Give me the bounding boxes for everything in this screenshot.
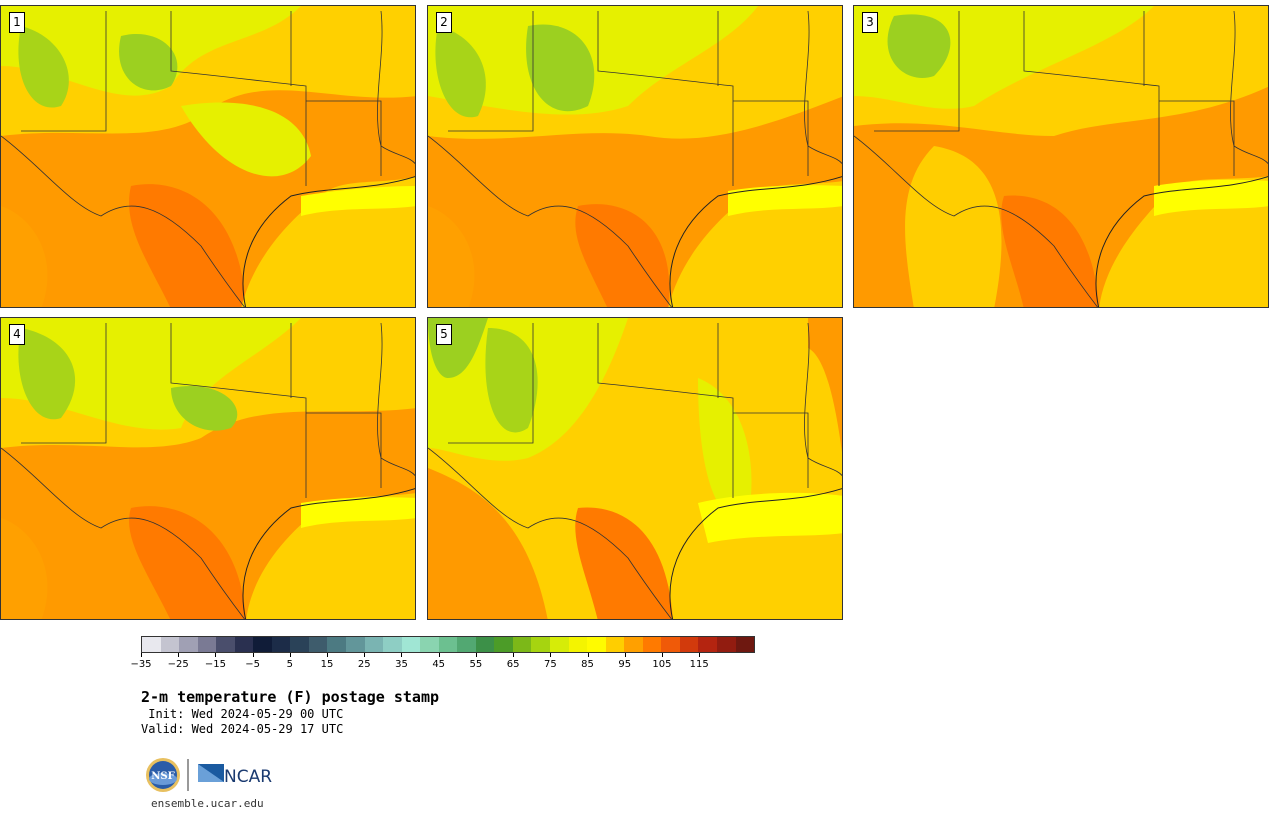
colorbar-segment	[550, 637, 569, 652]
colorbar-segment	[679, 637, 699, 652]
init-time: Init: Wed 2024-05-29 00 UTC	[141, 707, 344, 721]
colorbar-segment	[512, 637, 532, 652]
colorbar-segment	[735, 637, 755, 652]
colorbar-segment	[605, 637, 625, 652]
colorbar-tick-label: 85	[581, 659, 594, 670]
temperature-map-3	[854, 6, 1268, 307]
map-panel-4: 4	[0, 317, 416, 620]
colorbar-segment	[716, 637, 736, 652]
colorbar-tick	[475, 653, 477, 657]
colorbar-tick-label: 15	[320, 659, 334, 670]
temperature-map-2	[428, 6, 842, 307]
map-panel-5: 5	[427, 317, 843, 620]
colorbar-tick	[364, 653, 366, 657]
colorbar-segment	[142, 637, 161, 652]
valid-time: Valid: Wed 2024-05-29 17 UTC	[141, 722, 344, 736]
colorbar-tick	[289, 653, 291, 657]
panel-number: 5	[436, 324, 452, 345]
colorbar-segment	[420, 637, 439, 652]
map-panel-1: 1	[0, 5, 416, 308]
panel-number: 3	[862, 12, 878, 33]
colorbar-tick-label: −5	[245, 659, 260, 670]
colorbar-segment	[494, 637, 513, 652]
colorbar-tick-label: 5	[286, 659, 294, 670]
colorbar-segment	[438, 637, 458, 652]
colorbar-tick-label: −25	[167, 659, 189, 670]
logos: NSF NCAR	[144, 757, 274, 793]
colorbar-tick	[699, 653, 701, 657]
map-panel-2: 2	[427, 5, 843, 308]
colorbar-segment	[197, 637, 217, 652]
colorbar-segment	[234, 637, 254, 652]
colorbar-tick	[327, 653, 329, 657]
colorbar-tick	[141, 653, 142, 657]
ncar-logo-text: NCAR	[224, 767, 272, 787]
colorbar-ticks: −35 −25 −15 −5 5 15 25 35 45 55 65 75 85 95 105 115	[130, 653, 755, 673]
colorbar-tick-label: 95	[618, 659, 632, 670]
colorbar-tick	[661, 653, 663, 657]
nsf-logo-icon: NSF	[146, 758, 180, 792]
colorbar-segment	[531, 637, 551, 652]
colorbar-tick	[252, 653, 254, 657]
colorbar-segment	[661, 637, 680, 652]
nsf-logo-text: NSF	[151, 771, 174, 782]
panel-number: 2	[436, 12, 452, 33]
colorbar-segment	[216, 637, 235, 652]
colorbar-segment	[457, 637, 476, 652]
colorbar-segment	[383, 637, 402, 652]
colorbar-tick	[438, 653, 440, 657]
colorbar-segment	[160, 637, 180, 652]
colorbar-tick	[550, 653, 552, 657]
colorbar-tick-label: −15	[204, 659, 226, 670]
colorbar-tick-label: 115	[689, 659, 709, 670]
colorbar-tick-label: 105	[652, 659, 672, 670]
colorbar-tick	[215, 653, 217, 657]
colorbar-tick	[587, 653, 589, 657]
colorbar-segment	[179, 637, 198, 652]
colorbar-segment	[475, 637, 495, 652]
colorbar-tick-label: 65	[506, 659, 520, 670]
temperature-map-5	[428, 318, 842, 619]
colorbar-tick-label: 75	[543, 659, 557, 670]
colorbar-tick-label: 25	[357, 659, 371, 670]
temperature-map-4	[1, 318, 415, 619]
colorbar-segment	[587, 637, 606, 652]
colorbar-segment	[568, 637, 588, 652]
panel-number: 4	[9, 324, 25, 345]
ncar-logo-icon: NCAR	[198, 764, 272, 787]
colorbar-segment	[364, 637, 384, 652]
temperature-colorbar	[141, 636, 755, 653]
colorbar-segment	[698, 637, 717, 652]
map-panel-3: 3	[853, 5, 1269, 308]
website-url: ensemble.ucar.edu	[151, 797, 264, 810]
colorbar-tick	[513, 653, 515, 657]
colorbar-tick-label: 35	[395, 659, 408, 670]
chart-title: 2-m temperature (F) postage stamp	[141, 688, 440, 706]
temperature-map-1	[1, 6, 415, 307]
colorbar-tick	[624, 653, 626, 657]
colorbar-segment	[327, 637, 347, 652]
colorbar-segment	[253, 637, 272, 652]
colorbar-segment	[401, 637, 421, 652]
colorbar-segment	[346, 637, 365, 652]
colorbar-segment	[290, 637, 309, 652]
colorbar-tick	[178, 653, 180, 657]
colorbar-segment	[271, 637, 291, 652]
colorbar-tick-label: 45	[432, 659, 446, 670]
colorbar-tick-label: 55	[469, 659, 483, 670]
colorbar-segment	[308, 637, 328, 652]
colorbar-tick	[401, 653, 403, 657]
colorbar-segment	[624, 637, 643, 652]
colorbar-segment	[642, 637, 662, 652]
panel-number: 1	[9, 12, 25, 33]
colorbar-tick-label: −35	[130, 659, 152, 670]
